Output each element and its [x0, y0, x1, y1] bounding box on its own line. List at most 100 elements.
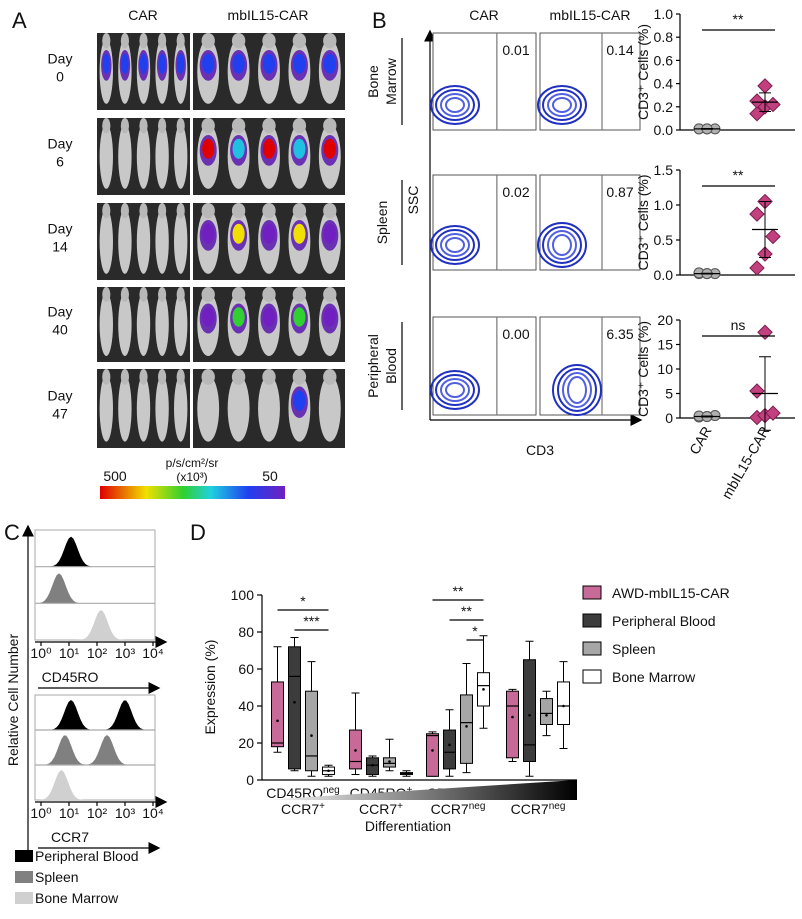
row-label: Blood — [383, 348, 399, 384]
mouse — [258, 375, 280, 442]
mouse-head — [323, 118, 337, 134]
mouse-head — [139, 369, 148, 385]
y-tick-label: 1.5 — [654, 162, 674, 178]
histogram — [35, 610, 155, 640]
mouse-head — [139, 287, 148, 302]
mean — [448, 743, 451, 747]
mouse-head — [176, 369, 185, 385]
mouse-head — [176, 287, 185, 302]
label-part: CCR7 — [511, 801, 549, 817]
x-tick-label: 10³ — [115, 805, 136, 821]
mouse-head — [102, 33, 111, 49]
marker-label: CCR7 — [51, 829, 89, 845]
signal — [232, 138, 245, 159]
contour — [537, 85, 587, 125]
histogram — [35, 536, 155, 567]
mouse-head — [158, 118, 167, 134]
row-label: 40 — [52, 322, 68, 338]
contour — [440, 378, 470, 402]
label: mbIL15-CAR — [228, 7, 309, 23]
signal — [232, 53, 245, 74]
mouse-head — [262, 118, 276, 134]
data-point — [765, 405, 781, 421]
contour — [430, 225, 480, 265]
y-tick-label: 40 — [238, 698, 254, 714]
mouse — [227, 375, 250, 442]
mean — [293, 701, 296, 704]
mouse-head — [102, 203, 111, 219]
panel-label: B — [372, 8, 387, 33]
data-point — [765, 96, 781, 113]
y-tick-label: 0.0 — [654, 267, 674, 283]
mean — [431, 749, 434, 752]
mouse — [155, 124, 169, 189]
label-part: + — [397, 801, 403, 812]
data-point — [765, 228, 781, 245]
mouse-head — [262, 369, 276, 385]
signal — [293, 53, 306, 74]
x-tick-label: mbIL15-CAR — [718, 424, 772, 502]
gate-value: 0.14 — [606, 42, 633, 58]
row-label: 6 — [56, 154, 64, 170]
mouse-head — [201, 369, 215, 385]
x-tick-label: CCR7neg — [511, 801, 566, 817]
label-part: CCR7 — [431, 801, 469, 817]
legend-swatch — [15, 892, 33, 904]
histogram — [35, 770, 155, 800]
mouse-head — [292, 203, 307, 219]
error-bar — [701, 272, 713, 275]
mean — [327, 769, 330, 773]
y-tick-label: 0.4 — [654, 76, 674, 92]
contour — [562, 372, 592, 408]
mouse-head — [231, 33, 246, 49]
row-label: Day — [48, 221, 73, 237]
legend-swatch — [582, 585, 602, 600]
label-part: neg — [469, 801, 486, 812]
legend-swatch — [15, 871, 33, 883]
box — [506, 690, 519, 759]
legend-label: Bone Marrow — [612, 669, 696, 685]
x-tick-label: 10⁴ — [142, 645, 164, 661]
data-point — [749, 383, 765, 399]
contour — [430, 85, 480, 125]
mean — [354, 749, 357, 752]
mouse-head — [292, 33, 307, 49]
whisker — [273, 646, 282, 753]
contour — [445, 237, 465, 253]
significance: * — [300, 593, 306, 609]
legend-swatch — [15, 850, 33, 862]
mouse-head — [102, 287, 111, 302]
signal — [158, 53, 166, 74]
mouse-head — [201, 287, 215, 302]
whisker — [462, 662, 471, 774]
mouse-head — [292, 118, 307, 134]
signal — [202, 53, 215, 74]
contour — [435, 229, 475, 261]
signal — [202, 223, 215, 244]
mean — [371, 763, 374, 767]
mouse-head — [102, 118, 111, 134]
marker-label: CD45RO — [42, 669, 99, 685]
row-label: 14 — [52, 239, 68, 255]
significance: ** — [453, 583, 464, 599]
label: CAR — [128, 7, 158, 23]
signal — [262, 53, 276, 74]
y-axis-label: CD3⁺ Cells (%) — [635, 174, 651, 270]
legend-swatch — [582, 669, 602, 684]
x-tick-label: 10³ — [115, 645, 136, 661]
mean — [545, 713, 548, 717]
box — [288, 646, 301, 770]
x-tick-label: CD45ROneg — [266, 785, 339, 801]
x-tick-label: 10² — [87, 645, 108, 661]
legend-label: Spleen — [35, 869, 79, 885]
y-axis-label: CD3⁺ Cells (%) — [635, 24, 651, 120]
mouse-head — [158, 33, 167, 49]
flow-plot — [432, 32, 537, 131]
mean — [276, 719, 279, 723]
mouse-head — [120, 33, 129, 49]
whisker — [307, 661, 316, 777]
mouse — [174, 293, 188, 356]
colorbar — [100, 486, 285, 499]
signal — [262, 138, 276, 159]
whisker — [290, 637, 299, 772]
